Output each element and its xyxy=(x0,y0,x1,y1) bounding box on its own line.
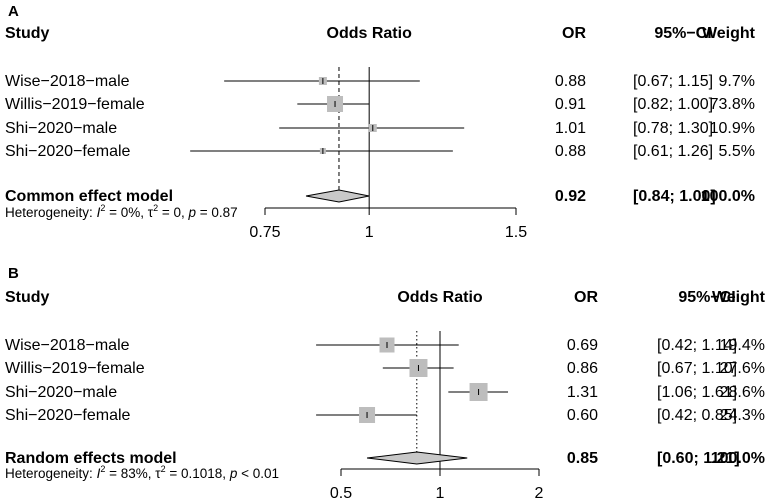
het-p-value: = 0.87 xyxy=(196,205,238,220)
header-weight: Weight xyxy=(702,25,756,42)
het-i2-value: = 0%, xyxy=(105,205,147,220)
axis-tick-label: 0.5 xyxy=(330,485,352,500)
study-ci: [0.42; 0.85] xyxy=(657,407,737,424)
study-weight: 28.6% xyxy=(720,384,765,401)
heterogeneity-text: Heterogeneity: I2 = 0%, τ2 = 0, p = 0.87 xyxy=(5,203,238,220)
study-weight: 27.6% xyxy=(720,360,765,377)
study-ci: [0.61; 1.26] xyxy=(633,143,713,160)
study-label: Shi−2020−female xyxy=(5,143,131,160)
study-ci: [1.06; 1.61] xyxy=(657,384,737,401)
study-weight: 24.3% xyxy=(720,407,765,424)
axis-tick-label: 1 xyxy=(436,485,445,500)
summary-label: Random effects model xyxy=(5,450,177,467)
header-ci: 95%−CI xyxy=(678,289,735,306)
het-prefix: Heterogeneity: xyxy=(5,466,97,481)
axis-tick-label: 1 xyxy=(365,224,374,241)
study-label: Willis−2019−female xyxy=(5,360,145,377)
study-or: 1.31 xyxy=(567,384,598,401)
study-weight: 73.8% xyxy=(710,96,755,113)
study-or: 0.91 xyxy=(555,96,586,113)
study-label: Wise−2018−male xyxy=(5,337,130,354)
summary-ci: [0.60; 1.21] xyxy=(657,450,740,467)
het-i2-symbol: I xyxy=(97,205,101,220)
summary-weight: 100.0% xyxy=(701,188,755,205)
het-p-symbol: p xyxy=(229,466,238,481)
header-odds-ratio: Odds Ratio xyxy=(397,289,483,306)
summary-diamond xyxy=(366,451,468,465)
het-tau-superscript: 2 xyxy=(161,464,166,474)
study-weight: 9.7% xyxy=(719,73,755,90)
het-i2-superscript: 2 xyxy=(100,464,105,474)
het-tau-superscript: 2 xyxy=(153,203,158,213)
header-ci: 95%−CI xyxy=(654,25,711,42)
study-ci: [0.67; 1.15] xyxy=(633,73,713,90)
het-p-value: < 0.01 xyxy=(237,466,279,481)
summary-diamond xyxy=(305,189,370,203)
study-ci: [0.42; 1.14] xyxy=(657,337,737,354)
study-or: 0.88 xyxy=(555,143,586,160)
study-or: 0.60 xyxy=(567,407,598,424)
panel-letter: A xyxy=(8,3,19,20)
summary-or: 0.92 xyxy=(555,188,586,205)
study-weight: 5.5% xyxy=(719,143,755,160)
het-tau-symbol: τ xyxy=(155,466,161,481)
header-or: OR xyxy=(574,289,598,306)
het-i2-symbol: I xyxy=(97,466,101,481)
study-or: 0.69 xyxy=(567,337,598,354)
heterogeneity-text: Heterogeneity: I2 = 83%, τ2 = 0.1018, p … xyxy=(5,464,279,481)
study-label: Shi−2020−male xyxy=(5,384,117,401)
het-i2-superscript: 2 xyxy=(100,203,105,213)
het-tau-value: = 0.1018, xyxy=(166,466,230,481)
header-weight: Weight xyxy=(712,289,766,306)
header-odds-ratio: Odds Ratio xyxy=(327,25,413,42)
header-study: Study xyxy=(5,289,50,306)
study-label: Shi−2020−male xyxy=(5,120,117,137)
study-or: 0.86 xyxy=(567,360,598,377)
summary-or: 0.85 xyxy=(567,450,598,467)
axis-tick-label: 0.75 xyxy=(249,224,280,241)
study-label: Shi−2020−female xyxy=(5,407,131,424)
het-prefix: Heterogeneity: xyxy=(5,205,97,220)
het-tau-symbol: τ xyxy=(148,205,154,220)
study-label: Willis−2019−female xyxy=(5,96,145,113)
study-ci: [0.82; 1.00] xyxy=(633,96,713,113)
summary-label: Common effect model xyxy=(5,188,173,205)
axis-tick-label: 1.5 xyxy=(505,224,527,241)
summary-weight: 100.0% xyxy=(711,450,765,467)
het-tau-value: = 0, xyxy=(158,205,188,220)
study-ci: [0.67; 1.10] xyxy=(657,360,737,377)
study-ci: [0.78; 1.30] xyxy=(633,120,713,137)
header-study: Study xyxy=(5,25,50,42)
header-or: OR xyxy=(562,25,586,42)
study-weight: 19.4% xyxy=(720,337,765,354)
study-weight: 10.9% xyxy=(710,120,755,137)
study-or: 0.88 xyxy=(555,73,586,90)
het-p-symbol: p xyxy=(188,205,197,220)
summary-ci: [0.84; 1.00] xyxy=(633,188,716,205)
study-or: 1.01 xyxy=(555,120,586,137)
axis-tick-label: 2 xyxy=(535,485,544,500)
het-i2-value: = 83%, xyxy=(105,466,155,481)
study-label: Wise−2018−male xyxy=(5,73,130,90)
panel-letter: B xyxy=(8,265,19,282)
